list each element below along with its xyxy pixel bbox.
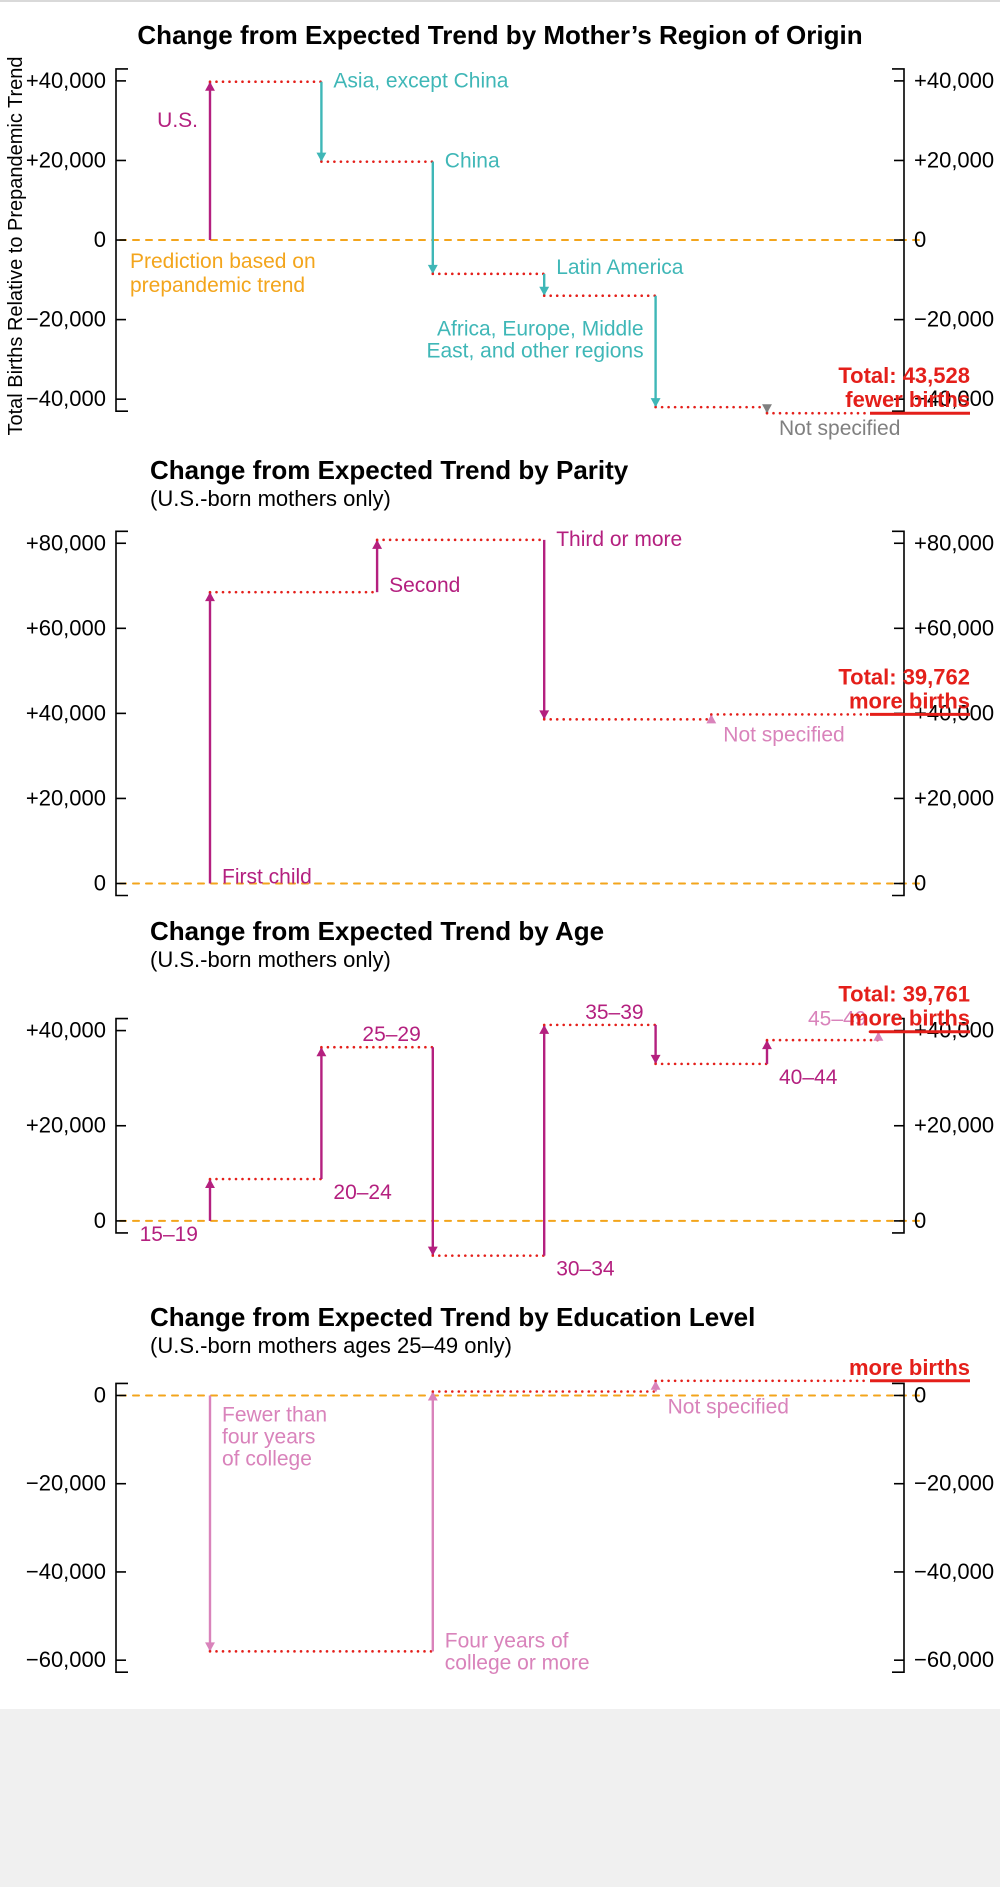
total-label: more births: [849, 688, 970, 713]
panel-title: Change from Expected Trend by Age: [150, 916, 1000, 947]
ytick-left: +20,000: [26, 1113, 106, 1138]
ytick-left: −20,000: [26, 1471, 106, 1496]
series-label: Asia, except China: [333, 70, 508, 93]
series-label: 40–44: [779, 1066, 838, 1089]
y-axis-label: Total Births Relative to Prepandemic Tre…: [5, 56, 27, 435]
chart-region: Total Births Relative to Prepandemic Tre…: [0, 51, 1000, 441]
panel-title: Change from Expected Trend by Parity: [150, 455, 1000, 486]
panel-region: Change from Expected Trend by Mother’s R…: [0, 2, 1000, 441]
series-label: Not specified: [668, 1396, 789, 1419]
ytick-left: +60,000: [26, 615, 106, 640]
ytick-left: +20,000: [26, 785, 106, 810]
page-container: Change from Expected Trend by Mother’s R…: [0, 0, 1000, 1709]
panel-subtitle: (U.S.-born mothers only): [150, 947, 1000, 973]
series-label: Latin America: [556, 256, 684, 279]
series-label: 15–19: [140, 1223, 198, 1246]
ytick-right: +20,000: [914, 785, 994, 810]
ytick-right: 0: [914, 870, 926, 895]
panel-subtitle: (U.S.-born mothers only): [150, 486, 1000, 512]
series-label: Second: [389, 574, 460, 597]
ytick-right: −60,000: [914, 1647, 994, 1672]
chart-education: 0 0 −20,000 −20,000 −40,000 −40,000 −60,000 −60…: [0, 1359, 1000, 1679]
panel-education: Change from Expected Trend by Education …: [0, 1288, 1000, 1679]
ytick-right: 0: [914, 227, 926, 252]
series-label: First child: [222, 865, 312, 888]
series-label: Fewer than: [222, 1403, 327, 1426]
chart-parity: +80,000+80,000+60,000+60,000+40,000+40,0…: [0, 512, 1000, 902]
ytick-left: −40,000: [26, 386, 106, 411]
ytick-right: +20,000: [914, 147, 994, 172]
series-label: U.S.: [157, 109, 198, 132]
series-label: 35–39: [585, 1001, 643, 1024]
total-label: fewer births: [845, 387, 970, 412]
panel-title-block: Change from Expected Trend by Parity(U.S…: [0, 441, 1000, 512]
panel-parity: Change from Expected Trend by Parity(U.S…: [0, 441, 1000, 902]
ytick-right: −20,000: [914, 307, 994, 332]
series-label: of college: [222, 1447, 312, 1470]
ytick-right: +20,000: [914, 1113, 994, 1138]
total-label: Total: 39,761: [838, 982, 970, 1007]
chart-age: +40,000+40,000+20,000+20,0000015–1920–24…: [0, 973, 1000, 1288]
series-label: Not specified: [779, 417, 900, 440]
ytick-left: −20,000: [26, 307, 106, 332]
series-label: Africa, Europe, Middle: [437, 318, 644, 341]
series-label: China: [445, 150, 500, 173]
ytick-right: 0: [914, 1208, 926, 1233]
panel-title-block: Change from Expected Trend by Mother’s R…: [0, 2, 1000, 51]
total-label: more births: [849, 1006, 970, 1031]
panel-age: Change from Expected Trend by Age(U.S.-b…: [0, 902, 1000, 1288]
total-label: Total: 39,762: [838, 664, 970, 689]
ytick-left: +40,000: [26, 1018, 106, 1043]
series-label: Not specified: [723, 723, 844, 746]
ytick-left: 0: [94, 1208, 106, 1233]
series-label: 20–24: [333, 1181, 392, 1204]
prediction-label: prepandemic trend: [130, 274, 305, 297]
total-label: Total: 43,528: [838, 363, 970, 388]
panel-title-block: Change from Expected Trend by Age(U.S.-b…: [0, 902, 1000, 973]
series-label: 25–29: [362, 1023, 420, 1046]
series-label: four years: [222, 1425, 315, 1448]
ytick-left: 0: [94, 870, 106, 895]
series-label: Third or more: [556, 528, 682, 551]
ytick-right: 0: [914, 1382, 926, 1407]
total-label: more births: [849, 1359, 970, 1380]
ytick-right: −20,000: [914, 1471, 994, 1496]
ytick-left: −60,000: [26, 1647, 106, 1672]
ytick-left: +20,000: [26, 147, 106, 172]
ytick-left: −40,000: [26, 1559, 106, 1584]
ytick-right: +60,000: [914, 615, 994, 640]
series-label: 30–34: [556, 1258, 615, 1281]
panel-subtitle: (U.S.-born mothers ages 25–49 only): [150, 1333, 1000, 1359]
ytick-left: 0: [94, 227, 106, 252]
ytick-left: +40,000: [26, 700, 106, 725]
series-label: Four years of: [445, 1629, 569, 1652]
series-label: East, and other regions: [426, 340, 643, 363]
ytick-right: +80,000: [914, 530, 994, 555]
series-label: college or more: [445, 1651, 590, 1674]
ytick-right: +40,000: [914, 68, 994, 93]
panel-title-block: Change from Expected Trend by Education …: [0, 1288, 1000, 1359]
panel-title: Change from Expected Trend by Mother’s R…: [0, 20, 1000, 51]
panel-title: Change from Expected Trend by Education …: [150, 1302, 1000, 1333]
ytick-left: +40,000: [26, 68, 106, 93]
ytick-left: 0: [94, 1382, 106, 1407]
ytick-left: +80,000: [26, 530, 106, 555]
ytick-right: −40,000: [914, 1559, 994, 1584]
prediction-label: Prediction based on: [130, 250, 316, 273]
